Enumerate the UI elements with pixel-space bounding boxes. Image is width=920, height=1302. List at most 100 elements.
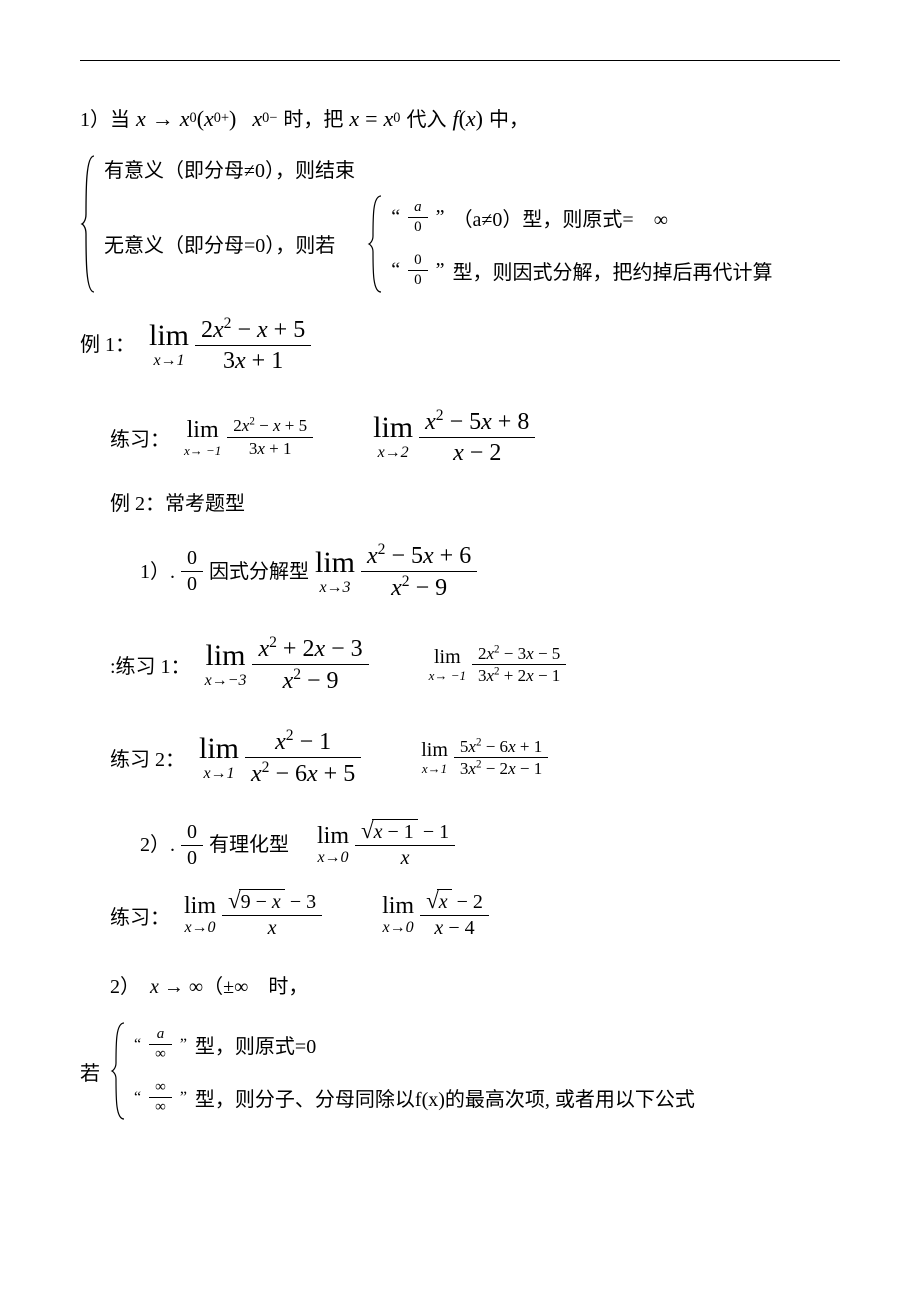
num: a <box>151 1025 171 1044</box>
text: 型，则分子、分母同除以f(x)的最高次项, 或者用以下公式 <box>195 1083 695 1112</box>
quote: ” <box>436 259 445 282</box>
text: 1）当 <box>80 104 130 136</box>
text: 有理化型 <box>209 829 289 861</box>
lim-sub: x→ −1 <box>184 444 221 457</box>
lim-sub: x→3 <box>319 580 350 596</box>
fraction: 5x2 − 6x + 1 3x2 − 2x − 1 <box>454 736 548 780</box>
example-2-2: 2）. 0 0 有理化型 lim x→0 √x − 1 − 1 x <box>140 819 840 871</box>
text: 时，把 <box>283 104 343 136</box>
sqrt: √9 − x <box>228 889 285 915</box>
practice-row: 练习： lim x→0 √9 − x − 3 x lim x→0 √x − 2 <box>110 889 840 941</box>
fraction: 2x2 − 3x − 5 3x2 + 2x − 1 <box>472 643 566 687</box>
limit: lim x→0 <box>382 894 414 936</box>
brace-row: 无意义（即分母=0），则若 “ a <box>104 194 773 294</box>
lim-sub: x→0 <box>184 920 215 936</box>
fraction: x2 − 5x + 6 x2 − 9 <box>361 540 477 603</box>
fraction: 2x2 − x + 5 3x + 1 <box>227 415 313 459</box>
practice-row: 练习： lim x→ −1 2x2 − x + 5 3x + 1 lim x→2… <box>110 406 840 468</box>
brace-row: “ a 0 ” （a≠0）型，则原式= ∞ <box>391 198 772 237</box>
left-brace-icon <box>80 154 98 294</box>
lim-sub: x→1 <box>203 766 234 782</box>
lim-sub: x→0 <box>383 920 414 936</box>
fraction: x2 − 1 x2 − 6x + 5 <box>245 726 361 789</box>
section-2-cases: 若 “ a ∞ ” 型，则原式=0 <box>80 1021 840 1121</box>
limit: lim x→1 <box>149 321 189 369</box>
text: （a≠0）型，则原式= ∞ <box>453 203 668 232</box>
fraction: 2x2 − x + 5 3x + 1 <box>195 314 311 376</box>
text: 有意义（即分母≠0），则结束 <box>104 154 355 183</box>
den: 0 <box>181 572 203 597</box>
fraction: a ∞ <box>149 1025 172 1064</box>
den: ∞ <box>149 1098 172 1117</box>
text: 无意义（即分母=0），则若 <box>104 229 335 258</box>
section-1-heading: 1）当 x→x0 (x0+) x0− 时，把 x=x0 代入 f (x) 中， <box>80 101 840 136</box>
fraction: 0 0 <box>181 820 203 871</box>
math: x→x0 (x0+) x0− <box>136 101 277 136</box>
fraction: x2 + 2x − 3 x2 − 9 <box>252 633 368 696</box>
math: x=x0 <box>349 101 400 136</box>
lim-sub: x→1 <box>153 353 184 369</box>
text: 若 <box>80 1057 100 1086</box>
index: 1）. <box>140 556 175 588</box>
limit: lim x→0 <box>317 824 349 866</box>
lim-sub: x→ −1 <box>429 669 466 682</box>
practice-row: :练习 1： lim x→−3 x2 + 2x − 3 x2 − 9 lim x… <box>110 633 840 696</box>
example-2-title: 例 2：常考题型 <box>110 488 840 520</box>
fraction: x2 − 5x + 8 x − 2 <box>419 406 535 468</box>
label: 练习： <box>110 423 170 452</box>
quote: ” <box>436 206 445 229</box>
den: ∞ <box>149 1045 172 1064</box>
case-brace-1: 有意义（即分母≠0），则结束 无意义（即分母=0），则若 “ <box>80 154 840 294</box>
text: 因式分解型 <box>209 556 309 588</box>
limit: lim x→ −1 <box>184 418 221 457</box>
limit: lim x→−3 <box>205 641 247 689</box>
fraction: a 0 <box>408 198 428 237</box>
quote: “ <box>391 206 400 229</box>
index: 2）. <box>140 829 175 861</box>
sqrt: √x − 1 <box>361 819 418 845</box>
lim-sub: x→1 <box>422 762 447 775</box>
limit: lim x→1 <box>421 740 448 775</box>
num: 0 <box>408 251 428 270</box>
left-brace-icon <box>367 194 385 294</box>
label: 练习： <box>110 901 170 930</box>
brace-row: “ ∞ ∞ ” 型，则分子、分母同除以f(x)的最高次项, 或者用以下公式 <box>134 1078 695 1117</box>
brace-row: “ a ∞ ” 型，则原式=0 <box>134 1025 695 1064</box>
num: a <box>408 198 428 217</box>
quote: “ <box>134 1036 141 1054</box>
fraction: ∞ ∞ <box>149 1078 172 1117</box>
limit: lim x→1 <box>199 734 239 782</box>
limit: lim x→3 <box>315 548 355 596</box>
brace-row: 有意义（即分母≠0），则结束 <box>104 154 773 183</box>
section-2-heading: 2） x → ∞（±∞ 时， <box>110 971 840 1003</box>
fraction: √x − 2 x − 4 <box>420 889 489 941</box>
fraction: 0 0 <box>408 251 428 290</box>
quote: ” <box>180 1089 187 1107</box>
num: 0 <box>181 820 203 845</box>
example-2-1: 1）. 0 0 因式分解型 lim x→3 x2 − 5x + 6 x2 − 9 <box>140 540 840 603</box>
brace-row: “ 0 0 ” 型，则因式分解，把约掉后再代计算 <box>391 251 772 290</box>
text: 型，则原式=0 <box>195 1030 316 1059</box>
label: :练习 1： <box>110 650 191 679</box>
text: 代入 <box>406 104 446 136</box>
limit: lim x→0 <box>184 894 216 936</box>
example-1: 例 1： lim x→1 2x2 − x + 5 3x + 1 <box>80 314 840 376</box>
document-page: 1）当 x→x0 (x0+) x0− 时，把 x=x0 代入 f (x) 中， … <box>0 0 920 1181</box>
quote: ” <box>180 1036 187 1054</box>
den: 0 <box>181 846 203 871</box>
text: 中， <box>489 104 529 136</box>
quote: “ <box>391 259 400 282</box>
num: 0 <box>181 546 203 571</box>
label: 例 1： <box>80 329 135 361</box>
lim-sub: x→−3 <box>205 673 247 689</box>
lim-sub: x→2 <box>378 445 409 461</box>
num: ∞ <box>149 1078 172 1097</box>
fraction: 0 0 <box>181 546 203 597</box>
top-rule <box>80 60 840 61</box>
label: 练习 2： <box>110 743 185 772</box>
quote: “ <box>134 1089 141 1107</box>
limit: lim x→ −1 <box>429 647 466 682</box>
den: 0 <box>408 271 428 290</box>
lim-sub: x→0 <box>317 850 348 866</box>
limit: lim x→2 <box>373 413 413 461</box>
